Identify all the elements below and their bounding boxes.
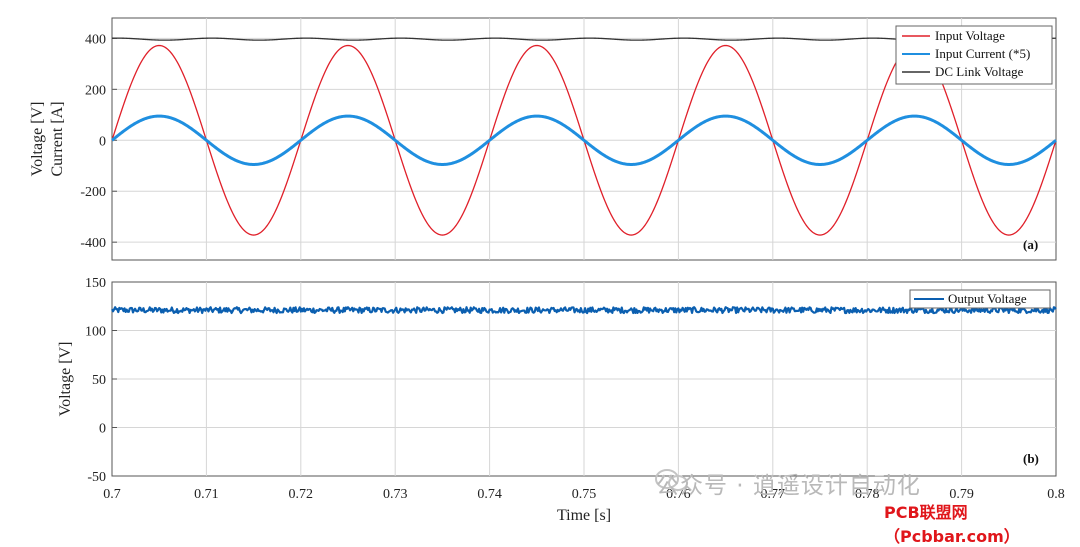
x-tick-label: 0.73 bbox=[383, 487, 408, 502]
legend-label-output-voltage: Output Voltage bbox=[948, 291, 1027, 306]
series-line-input-current-5 bbox=[111, 114, 1057, 166]
y-tick-label: 0 bbox=[99, 134, 106, 149]
grid-b bbox=[112, 281, 1056, 477]
x-axis-label: Time [s] bbox=[557, 507, 611, 524]
legend-label-input-current: Input Current (*5) bbox=[935, 46, 1030, 61]
x-tick-label: 0.78 bbox=[855, 487, 880, 502]
legend-a: Input Voltage Input Current (*5) DC Link… bbox=[895, 25, 1053, 85]
legend-b: Output Voltage bbox=[909, 289, 1051, 309]
y-tick-label: -200 bbox=[80, 185, 106, 200]
y-tick-label: 200 bbox=[85, 83, 106, 98]
x-tick-label: 0.74 bbox=[477, 487, 502, 502]
series-b bbox=[111, 306, 1057, 315]
y-axis-label-b: Voltage [V] bbox=[57, 342, 74, 417]
panel-tag-a: (a) bbox=[1023, 237, 1038, 252]
wechat-icon bbox=[655, 469, 688, 491]
y-axis-label-voltage-a: Voltage [V] bbox=[29, 102, 46, 177]
y-tick-labels-a: -400 -200 0 200 400 bbox=[80, 32, 106, 251]
x-tick-label: 0.72 bbox=[289, 487, 314, 502]
y-tick-label: -50 bbox=[87, 470, 106, 485]
y-tick-label: 100 bbox=[85, 325, 106, 340]
x-tick-label: 0.8 bbox=[1047, 487, 1065, 502]
x-tick-label: 0.77 bbox=[761, 487, 786, 502]
y-tick-label: 0 bbox=[99, 422, 106, 437]
watermark-site: PCB联盟网（Pcbbar.com） bbox=[884, 503, 1020, 546]
y-tick-labels-b: -50 0 50 100 150 bbox=[85, 276, 106, 485]
legend-label-dc-link-voltage: DC Link Voltage bbox=[935, 64, 1024, 79]
series-line-output-voltage bbox=[111, 306, 1057, 315]
x-tick-label: 0.79 bbox=[949, 487, 974, 502]
legend-label-input-voltage: Input Voltage bbox=[935, 28, 1005, 43]
y-axis-label-current-a: Current [A] bbox=[49, 101, 66, 176]
x-tick-label: 0.7 bbox=[103, 487, 121, 502]
x-tick-label: 0.71 bbox=[194, 487, 219, 502]
watermark-text: 公众号 · 逍遥设计自动化 bbox=[656, 473, 921, 499]
x-tick-label: 0.75 bbox=[572, 487, 597, 502]
panel-b: -50 0 50 100 150 0.7 0.71 0.72 0.73 0.74 0.75 0.76… bbox=[57, 276, 1065, 524]
x-tick-labels: 0.7 0.71 0.72 0.73 0.74 0.75 0.76 0.77 0.78 0.79 0… bbox=[103, 487, 1065, 502]
panel-tag-b: (b) bbox=[1023, 451, 1039, 466]
y-tick-label: 400 bbox=[85, 32, 106, 47]
x-tick-label: 0.76 bbox=[666, 487, 691, 502]
y-tick-label: -400 bbox=[80, 236, 106, 251]
y-tick-label: 50 bbox=[92, 373, 106, 388]
y-tick-label: 150 bbox=[85, 276, 106, 291]
